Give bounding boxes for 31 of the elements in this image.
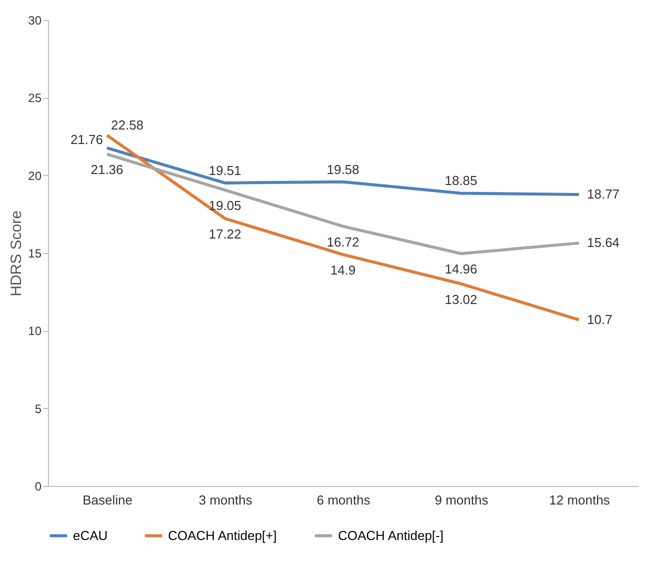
data-label: 18.77 — [587, 186, 620, 202]
x-tick-label: 9 months — [434, 492, 489, 508]
data-label: 13.02 — [444, 292, 478, 307]
y-tick-label: 0 — [34, 480, 42, 494]
legend-label: COACH Antidep[+] — [168, 528, 277, 543]
y-tick-label: 5 — [34, 402, 42, 416]
y-tick-label: 30 — [28, 14, 42, 28]
y-tick-label: 20 — [28, 168, 42, 183]
data-label: 21.36 — [90, 162, 124, 178]
data-label: 19.58 — [326, 162, 360, 177]
data-label: 17.22 — [208, 226, 242, 242]
x-tick-label: Baseline — [82, 492, 132, 508]
data-label: 14.96 — [444, 262, 478, 277]
y-tick-label: 25 — [28, 91, 42, 106]
legend-label: COACH Antidep[-] — [338, 528, 444, 543]
legend-label: eCAU — [73, 528, 108, 543]
data-label: 19.05 — [208, 198, 242, 214]
data-label: 21.76 — [70, 132, 103, 147]
data-label: 18.85 — [444, 173, 478, 188]
data-label: 19.51 — [208, 162, 242, 178]
y-tick-label: 10 — [28, 324, 42, 338]
x-tick-label: 12 months — [549, 492, 610, 508]
y-axis-title: HDRS Score — [8, 210, 26, 296]
data-label: 14.9 — [330, 262, 356, 278]
x-tick-label: 6 months — [316, 492, 371, 508]
data-label: 15.64 — [587, 235, 620, 250]
y-tick-label: 15 — [28, 246, 42, 260]
data-label: 22.58 — [111, 117, 144, 132]
x-tick-label: 3 months — [198, 492, 253, 508]
data-label: 16.72 — [326, 234, 360, 250]
data-label: 10.7 — [587, 312, 612, 327]
